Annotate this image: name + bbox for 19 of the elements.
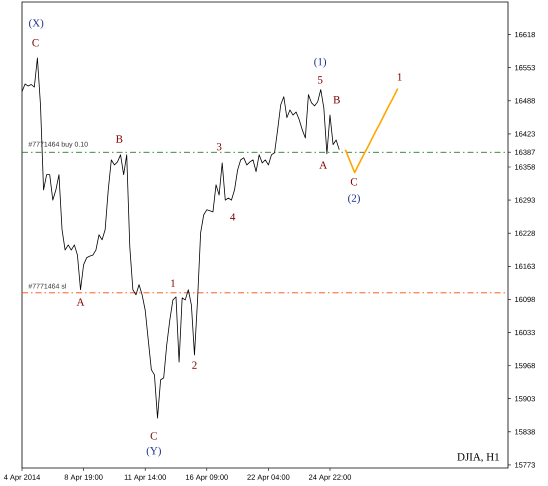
annotation: 1 bbox=[171, 280, 175, 287]
annotation: DJIA, H1 bbox=[457, 453, 499, 462]
annotation: (2) bbox=[348, 194, 360, 204]
annotation: C bbox=[32, 39, 39, 46]
annotation: 3 bbox=[216, 142, 222, 150]
annotation: 2 bbox=[192, 362, 197, 369]
annotation: B bbox=[333, 96, 340, 104]
annotation: 5 bbox=[318, 76, 322, 84]
annotation: 1 bbox=[398, 73, 402, 80]
annotation: A bbox=[319, 161, 328, 169]
annotation: A bbox=[76, 298, 84, 306]
annotation: 4 bbox=[230, 213, 236, 221]
annotation: C bbox=[350, 178, 358, 186]
annotation: (Y) bbox=[146, 446, 161, 457]
annotation: (X) bbox=[29, 18, 44, 29]
annotation: C bbox=[150, 432, 157, 440]
annotation: B bbox=[116, 135, 122, 143]
annotation: (1) bbox=[314, 58, 326, 68]
line-series bbox=[344, 88, 399, 174]
